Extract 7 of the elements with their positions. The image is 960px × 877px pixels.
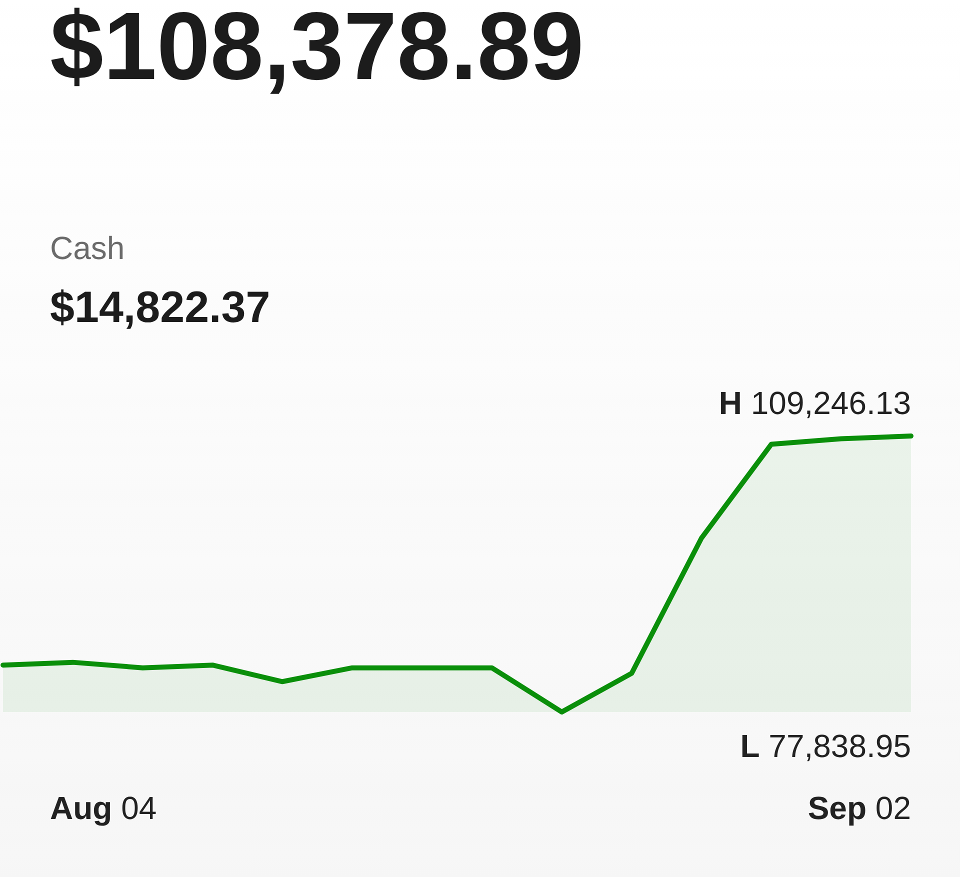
text: H 109,246.13 [718,385,911,422]
text: $14,822.37 [50,283,270,333]
text: Cash [50,230,125,267]
chart-title: $108,378.89 [50,0,584,102]
text: Sep 02 [808,790,911,827]
text: L 77,838.95 [740,728,911,765]
text: Aug 04 [50,790,157,827]
